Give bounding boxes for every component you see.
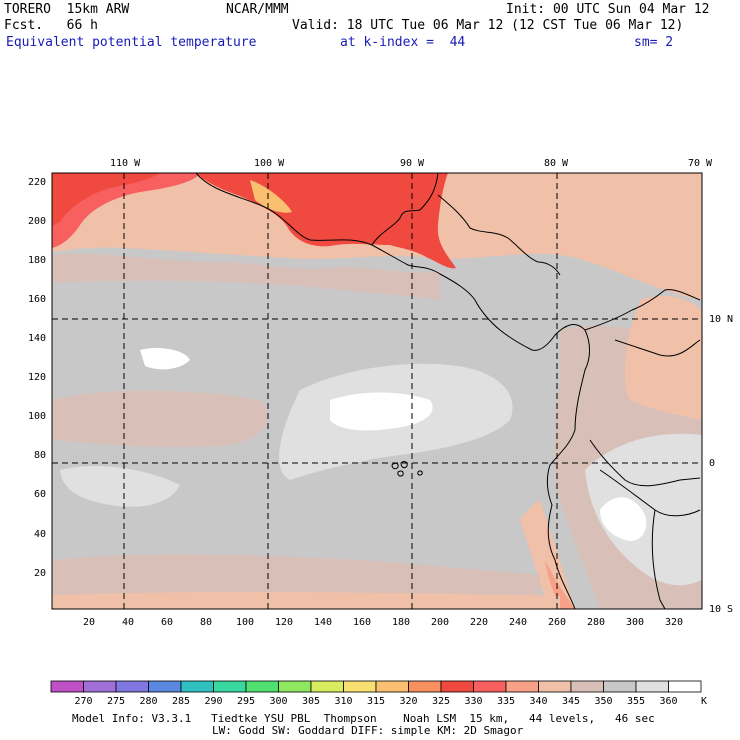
x-tick: 140 xyxy=(314,617,332,628)
field-shading xyxy=(52,173,702,609)
colorbar-swatch xyxy=(180,680,214,693)
colorbar-swatch xyxy=(115,680,149,693)
colorbar-label: 355 xyxy=(627,696,645,707)
y-tick: 120 xyxy=(28,372,46,383)
level-label: at k-index = 44 xyxy=(340,35,466,50)
x-tick: 220 xyxy=(470,617,488,628)
forecast-hour: Fcst. 66 h xyxy=(4,18,98,33)
x-tick: 300 xyxy=(626,617,644,628)
lon-labels: 110 W 100 W 90 W 80 W 70 W xyxy=(110,158,713,169)
colorbar-swatch xyxy=(83,680,117,693)
colorbar-swatch xyxy=(213,680,247,693)
colorbar-swatch xyxy=(408,680,442,693)
colorbar-swatch xyxy=(635,680,669,693)
lat-label: 10 N xyxy=(709,314,733,325)
lon-label: 100 W xyxy=(254,158,285,169)
colorbar-swatch xyxy=(278,680,312,693)
x-tick: 20 xyxy=(83,617,95,628)
colorbar-label: 285 xyxy=(172,696,190,707)
x-tick: 200 xyxy=(431,617,449,628)
colorbar-swatch xyxy=(375,680,409,693)
colorbar-swatch xyxy=(603,680,637,693)
colorbar-label: 270 xyxy=(74,696,92,707)
field-name: Equivalent potential temperature xyxy=(6,35,257,50)
colorbar-swatch xyxy=(505,680,539,693)
lon-label: 110 W xyxy=(110,158,141,169)
x-tick: 120 xyxy=(275,617,293,628)
x-tick: 180 xyxy=(392,617,410,628)
y-tick: 200 xyxy=(28,216,46,227)
y-tick: 60 xyxy=(34,489,46,500)
colorbar-label: 305 xyxy=(302,696,320,707)
y-tick-labels: 20 40 60 80 100 120 140 160 180 200 220 xyxy=(28,177,46,579)
colorbar-swatch xyxy=(668,680,702,693)
center-name: NCAR/MMM xyxy=(226,2,289,17)
x-tick: 80 xyxy=(200,617,212,628)
colorbar-label: 335 xyxy=(497,696,515,707)
colorbar-swatch xyxy=(148,680,182,693)
colorbar-swatch xyxy=(245,680,279,693)
colorbar-label: 325 xyxy=(432,696,450,707)
footer-physics-info: LW: Godd SW: Goddard DIFF: simple KM: 2D… xyxy=(212,724,524,737)
init-time: Init: 00 UTC Sun 04 Mar 12 xyxy=(506,2,710,17)
y-tick: 140 xyxy=(28,333,46,344)
colorbar-label: 315 xyxy=(367,696,385,707)
y-tick: 180 xyxy=(28,255,46,266)
colorbar-label: 340 xyxy=(529,696,547,707)
model-name: TORERO 15km ARW xyxy=(4,2,130,17)
colorbar-label: 290 xyxy=(204,696,222,707)
colorbar xyxy=(50,680,702,693)
colorbar-labels: 270 275 280 285 290 295 300 305 310 315 320 325 330 3… xyxy=(74,696,677,707)
colorbar-swatch xyxy=(343,680,377,693)
colorbar-swatch xyxy=(570,680,604,693)
colorbar-label: 280 xyxy=(139,696,157,707)
colorbar-label: 295 xyxy=(237,696,255,707)
smoothing-label: sm= 2 xyxy=(634,35,674,50)
coastlines xyxy=(195,173,701,609)
colorbar-label: 350 xyxy=(594,696,612,707)
colorbar-label: 275 xyxy=(107,696,125,707)
valid-time: Valid: 18 UTC Tue 06 Mar 12 (12 CST Tue … xyxy=(292,18,684,33)
y-tick: 100 xyxy=(28,411,46,422)
colorbar-swatch xyxy=(440,680,474,693)
colorbar-label: 300 xyxy=(269,696,287,707)
lat-label: 10 S xyxy=(709,604,733,615)
y-tick: 20 xyxy=(34,568,46,579)
colorbar-swatch xyxy=(50,680,84,693)
lat-label: 0 xyxy=(709,458,715,469)
footer-model-info: Model Info: V3.3.1 Tiedtke YSU PBL Thomp… xyxy=(72,712,655,725)
y-tick: 80 xyxy=(34,450,46,461)
lon-label: 90 W xyxy=(400,158,425,169)
y-tick: 160 xyxy=(28,294,46,305)
colorbar-label: 330 xyxy=(464,696,482,707)
x-tick-labels: 20 40 60 80 100 120 140 160 180 200 220 … xyxy=(83,617,683,628)
x-tick: 280 xyxy=(587,617,605,628)
lon-label: 80 W xyxy=(544,158,569,169)
lon-label: 70 W xyxy=(688,158,713,169)
x-tick: 60 xyxy=(161,617,173,628)
y-tick: 220 xyxy=(28,177,46,188)
x-tick: 40 xyxy=(122,617,134,628)
y-tick: 40 xyxy=(34,529,46,540)
colorbar-swatch xyxy=(538,680,572,693)
map-frame xyxy=(51,172,703,610)
x-tick: 320 xyxy=(665,617,683,628)
lat-labels: 10 N 0 10 S xyxy=(709,314,733,615)
colorbar-label: 320 xyxy=(399,696,417,707)
x-tick: 160 xyxy=(353,617,371,628)
colorbar-label: 310 xyxy=(334,696,352,707)
x-tick: 240 xyxy=(509,617,527,628)
graticule xyxy=(52,173,702,609)
colorbar-unit: K xyxy=(701,696,707,707)
colorbar-label: 360 xyxy=(659,696,677,707)
colorbar-swatch xyxy=(473,680,507,693)
x-tick: 260 xyxy=(548,617,566,628)
colorbar-label: 345 xyxy=(562,696,580,707)
x-tick: 100 xyxy=(236,617,254,628)
colorbar-swatch xyxy=(310,680,344,693)
